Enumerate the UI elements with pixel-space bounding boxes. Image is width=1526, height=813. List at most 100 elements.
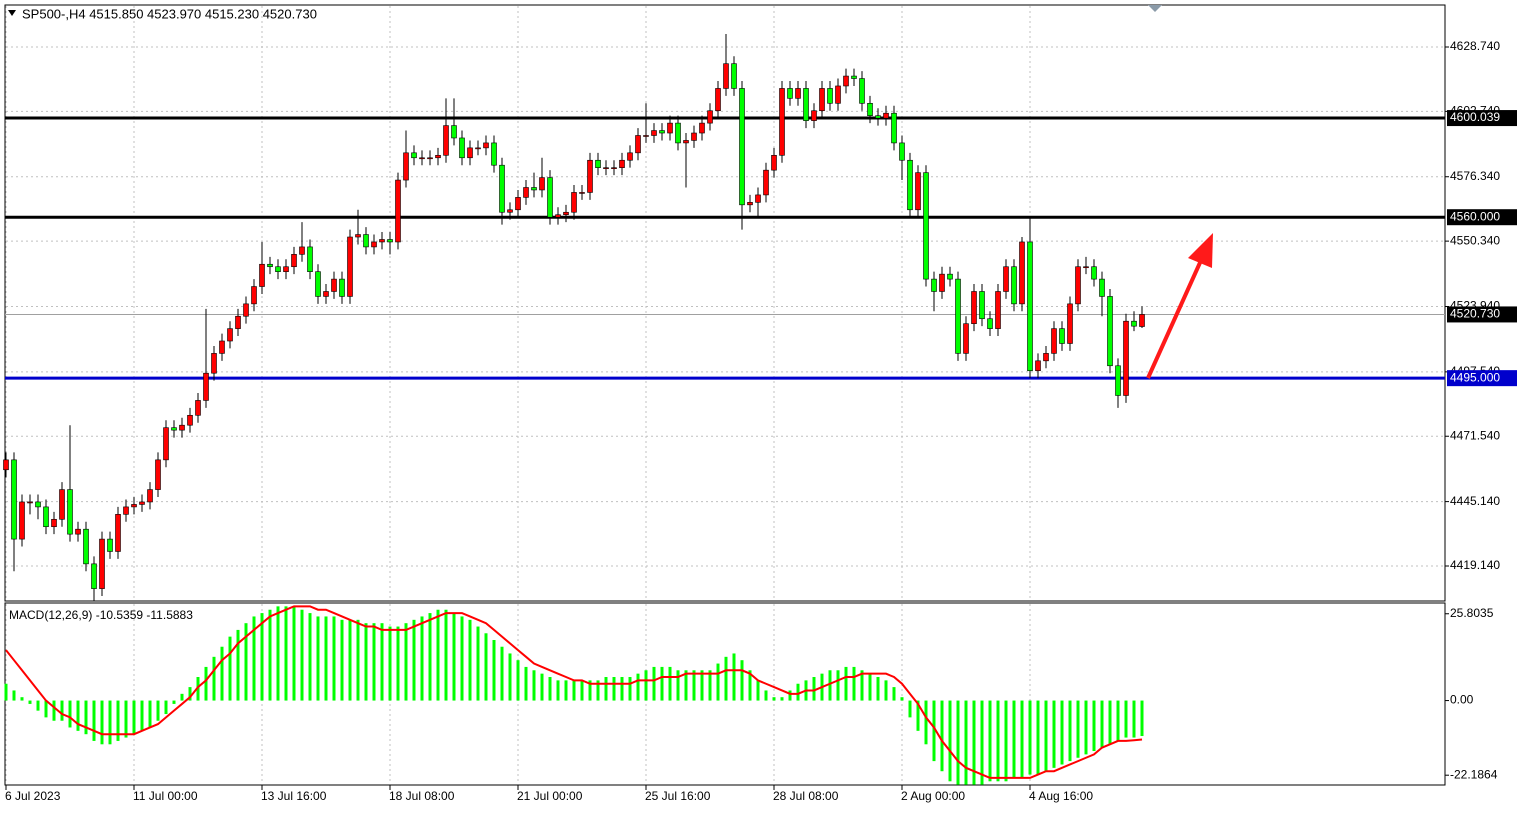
macd-bar xyxy=(588,680,592,701)
macd-bar xyxy=(780,697,784,701)
candle-body xyxy=(155,459,161,490)
candle-body xyxy=(683,140,689,144)
candle-body xyxy=(827,88,833,104)
macd-bar xyxy=(508,653,512,701)
macd-bar xyxy=(988,700,992,782)
candle-body xyxy=(387,239,393,243)
macd-bar xyxy=(684,670,688,701)
candle-body xyxy=(259,263,265,287)
y-tick-label: 0.00 xyxy=(1450,693,1474,707)
candle-body xyxy=(203,372,209,401)
macd-bar xyxy=(892,687,896,701)
macd-bar xyxy=(772,697,776,701)
candle-body xyxy=(931,278,937,292)
candle-body xyxy=(219,340,225,354)
macd-bar xyxy=(812,677,816,701)
macd-bar xyxy=(1028,700,1032,775)
candle-body xyxy=(715,88,721,112)
macd-bar xyxy=(108,700,112,745)
macd-bar xyxy=(452,613,456,701)
candle-body xyxy=(227,328,233,342)
macd-bar xyxy=(92,700,96,741)
candle-body xyxy=(739,88,745,206)
x-tick-label: 13 Jul 16:00 xyxy=(261,789,327,803)
y-tick-label: 4550.340 xyxy=(1450,233,1500,247)
candle-body xyxy=(979,291,985,320)
level-label: 4560.000 xyxy=(1450,209,1500,223)
candle-body xyxy=(67,489,73,535)
candle-body xyxy=(75,528,81,535)
macd-bar xyxy=(724,656,728,701)
candle-body xyxy=(1107,296,1113,367)
macd-bar xyxy=(1108,700,1112,745)
candle-body xyxy=(147,489,153,503)
candle-body xyxy=(963,323,969,354)
candle-body xyxy=(899,142,905,161)
candle-body xyxy=(1011,266,1017,305)
macd-bar xyxy=(668,666,672,701)
candle-body xyxy=(859,78,865,104)
candle-body xyxy=(427,157,433,160)
candle-body xyxy=(403,152,409,181)
macd-bar xyxy=(316,616,320,701)
macd-bar xyxy=(1084,700,1088,755)
current-price-label: 4520.730 xyxy=(1450,307,1500,321)
macd-bar xyxy=(796,683,800,701)
candle-body xyxy=(267,263,273,268)
macd-bar xyxy=(356,619,360,701)
macd-bar xyxy=(44,700,48,718)
candle-body xyxy=(107,538,113,552)
candle-body xyxy=(139,501,145,505)
candle-body xyxy=(499,164,505,213)
macd-bar xyxy=(28,700,32,704)
level-label: 4600.039 xyxy=(1450,110,1500,124)
macd-bar xyxy=(436,609,440,701)
candle-body xyxy=(1067,303,1073,344)
candle-body xyxy=(35,501,41,508)
macd-bar xyxy=(1100,700,1104,748)
macd-bar xyxy=(660,666,664,701)
macd-bar xyxy=(268,609,272,701)
candle-body xyxy=(27,501,33,504)
candle-body xyxy=(843,75,849,87)
y-tick-label: 4628.740 xyxy=(1450,39,1500,53)
candle-body xyxy=(651,130,657,136)
candle-body xyxy=(675,122,681,144)
macd-bar xyxy=(924,700,928,745)
candle-body xyxy=(1115,365,1121,396)
candle-body xyxy=(1123,320,1129,396)
macd-bar xyxy=(548,677,552,701)
candle-body xyxy=(19,501,25,540)
level-label-box xyxy=(1447,110,1517,127)
y-tick-label: 4471.540 xyxy=(1450,428,1500,442)
macd-bar xyxy=(956,700,960,785)
y-tick-label: 4576.340 xyxy=(1450,169,1500,183)
candle-body xyxy=(667,122,673,134)
macd-bar xyxy=(1068,700,1072,762)
macd-bar xyxy=(444,609,448,701)
candle-body xyxy=(691,132,697,141)
candle-body xyxy=(867,103,873,116)
x-tick-label: 4 Aug 16:00 xyxy=(1029,789,1093,803)
macd-bar xyxy=(460,616,464,701)
macd-bar xyxy=(172,700,176,704)
candle-body xyxy=(83,528,89,565)
candle-body xyxy=(1099,278,1105,297)
x-tick-label: 28 Jul 08:00 xyxy=(773,789,839,803)
macd-bar xyxy=(20,697,24,701)
macd-bar xyxy=(196,677,200,701)
candle-body xyxy=(1019,241,1025,305)
macd-bar xyxy=(884,680,888,701)
candle-body xyxy=(379,239,385,243)
macd-bar xyxy=(732,653,736,701)
candle-body xyxy=(891,112,897,144)
candle-body xyxy=(523,187,529,198)
plot-layer: 6 Jul 2023 11 Jul 00:00 13 Jul 16:00 18 Jul… xyxy=(3,6,1517,803)
macd-bar xyxy=(348,619,352,701)
candle-body xyxy=(43,506,49,528)
signal-line xyxy=(5,605,1143,779)
candle-body xyxy=(339,278,345,297)
arrow-head xyxy=(1188,233,1213,268)
candle-body xyxy=(699,122,705,134)
